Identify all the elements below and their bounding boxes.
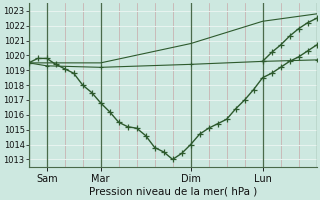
X-axis label: Pression niveau de la mer( hPa ): Pression niveau de la mer( hPa ) xyxy=(89,187,257,197)
